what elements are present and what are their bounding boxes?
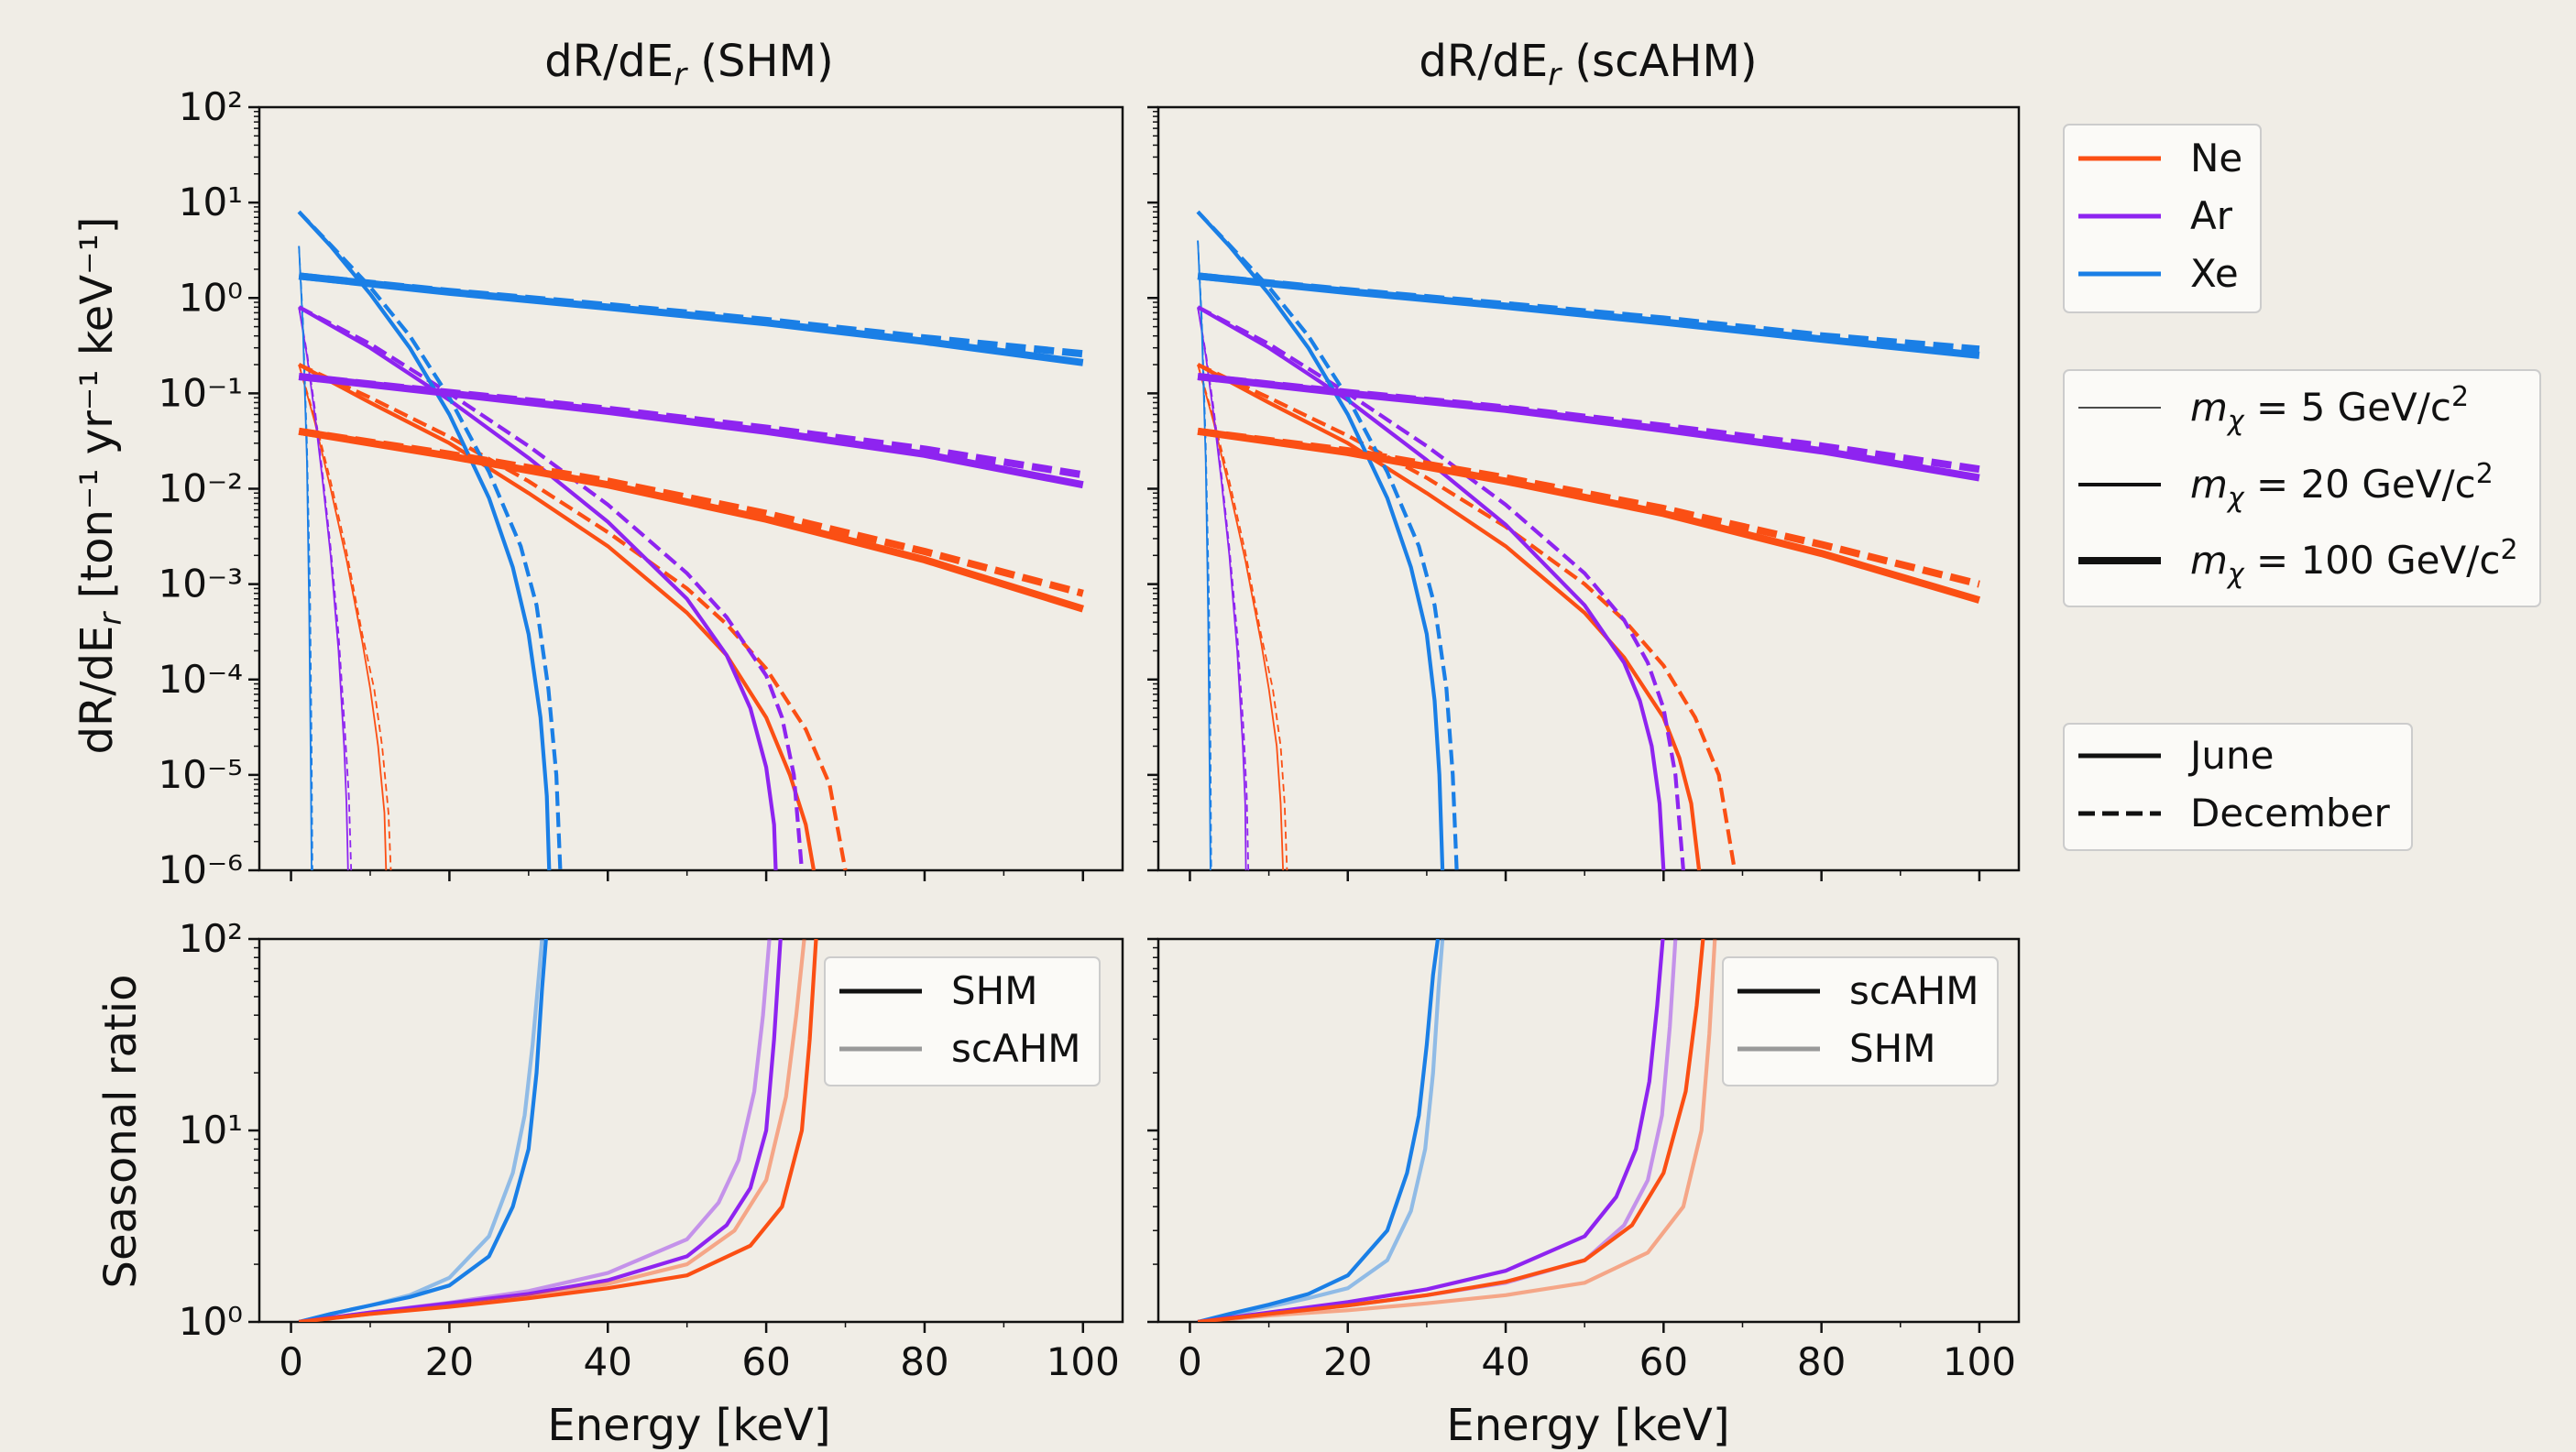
legend-masses-frame [2063, 369, 2541, 607]
x-tick-label-0: 0 [1178, 1339, 1202, 1384]
legend-mass20-label: mχ = 20 GeV/c2 [2190, 458, 2494, 514]
legend-months: June December [2063, 723, 2413, 851]
legend-xe-label: Xe [2190, 251, 2239, 296]
x-tick-label-20: 20 [1323, 1339, 1372, 1384]
series-group-ratio-left [298, 939, 818, 1322]
legend-models-ratio-left: SHM scAHM [824, 956, 1101, 1086]
legend-mass100-label: mχ = 100 GeV/c2 [2190, 534, 2518, 590]
x-tick-label-20: 20 [425, 1339, 474, 1384]
series-ne-5gev-december [1197, 364, 1288, 870]
y-tick-label: 10¹ [179, 180, 243, 224]
series-ne-scahm [298, 939, 806, 1322]
y-tick-label: 10⁻³ [159, 562, 243, 606]
series-xe-shm [298, 939, 548, 1322]
series-ne-scahm [1197, 939, 1705, 1322]
series-ne-20gev-december [1197, 363, 1737, 870]
xlabel-bottom-right: Energy [keV] [1446, 1400, 1729, 1451]
series-xe-100gev-december [1197, 272, 1980, 354]
series-xe-shm [1197, 939, 1445, 1322]
legend-targets-frame [2063, 124, 2262, 313]
panel-rate-scahm [1147, 105, 2021, 881]
series-ne-100gev-december [298, 427, 1084, 597]
series-xe-20gev-december [297, 210, 563, 870]
series-ne-5gev-june [1197, 364, 1284, 870]
ylabel-top: dR/dEr [ton⁻¹ yr⁻¹ keV⁻¹] [71, 217, 129, 755]
legend-masses: mχ = 5 GeV/c2 mχ = 20 GeV/c2 mχ = 100 Ge… [2063, 369, 2541, 607]
y-tick-label: 10⁰ [179, 275, 243, 320]
y-tick-label: 10⁻⁴ [159, 657, 243, 702]
x-tick-label-100: 100 [1943, 1339, 2016, 1384]
legend-models-ratio-right: scAHM SHM [1722, 956, 1999, 1086]
panel-ratio-right: 0 20 40 60 80 100 scAHM SHM [1147, 937, 2021, 1384]
series-ne-shm [298, 939, 818, 1322]
series-ar-scahm [1197, 939, 1665, 1322]
series-ar-scahm [298, 939, 772, 1322]
series-ne-100gev-december [1197, 427, 1980, 588]
series-ar-20gev-june [1197, 305, 1666, 870]
y-tick-label: 10¹ [179, 1108, 243, 1152]
legend-mass5-label: mχ = 5 GeV/c2 [2190, 381, 2469, 437]
series-xe-100gev-december [298, 272, 1084, 358]
title-top-left: dR/dEr (SHM) [544, 36, 833, 93]
x-tick-label-40: 40 [1481, 1339, 1529, 1384]
series-ne-20gev-december [298, 363, 848, 870]
panel-rate-shm: 10⁻⁶ 10⁻⁵ 10⁻⁴ 10⁻³ 10⁻² 10⁻¹ 10⁰ 10¹ 10² [159, 84, 1124, 892]
series-xe-20gev-december [1196, 210, 1459, 870]
series-ar-shm [298, 939, 783, 1322]
series-xe-20gev-june [1196, 210, 1445, 870]
y-tick-label: 10⁻⁵ [159, 752, 243, 797]
x-tick-label-0: 0 [279, 1339, 303, 1384]
legend-june-label: June [2187, 733, 2274, 778]
x-tick-label-100: 100 [1047, 1339, 1120, 1384]
x-tick-label-60: 60 [741, 1339, 790, 1384]
panel-ratio-left: 0 20 40 60 80 100 10⁰ 10¹ 10² SHM scAHM [179, 916, 1124, 1384]
x-tick-label-60: 60 [1639, 1339, 1688, 1384]
legend-ar-label: Ar [2190, 193, 2233, 238]
series-ne-20gev-june [1197, 363, 1702, 870]
x-tick-label-40: 40 [584, 1339, 632, 1384]
y-tick-label: 10⁻⁶ [159, 847, 243, 892]
y-tick-label: 10⁻¹ [159, 370, 243, 415]
y-tick-label: 10⁰ [179, 1299, 243, 1344]
series-ar-100gev-december [298, 373, 1084, 479]
series-ar-20gev-december [298, 305, 805, 870]
series-ar-20gev-june [298, 305, 778, 870]
series-ne-shm [1197, 939, 1717, 1322]
legend-model-label-shm: SHM [951, 968, 1037, 1013]
x-tick-label-80: 80 [1797, 1339, 1846, 1384]
series-xe-20gev-june [297, 210, 552, 870]
series-group-rate-scahm [1196, 210, 1981, 870]
xlabel-bottom-left: Energy [keV] [547, 1400, 830, 1451]
series-xe-scahm [1197, 939, 1441, 1322]
series-xe-scahm [298, 939, 544, 1322]
x-tick-label-80: 80 [900, 1339, 948, 1384]
series-ne-5gev-december [298, 364, 392, 870]
y-tick-label: 10⁻² [159, 466, 243, 511]
series-group-ratio-right [1197, 939, 1717, 1322]
series-ar-20gev-december [1197, 305, 1685, 870]
series-ne-5gev-june [298, 364, 388, 870]
legend-model-label-shm: SHM [1849, 1026, 1935, 1071]
title-top-right: dR/dEr (scAHM) [1419, 36, 1757, 93]
series-ar-100gev-december [1197, 373, 1980, 474]
legend-targets: Ne Ar Xe [2063, 124, 2262, 313]
y-tick-label: 10² [179, 84, 243, 129]
ylabel-bottom: Seasonal ratio [95, 975, 147, 1289]
legend-model-label-scahm: scAHM [1849, 968, 1979, 1013]
series-xe-5gev-december [1197, 240, 1212, 870]
y-tick-label: 10² [179, 916, 243, 961]
series-group-rate-shm [297, 210, 1084, 870]
legend-december-label: December [2190, 791, 2391, 835]
legend-model-label-scahm: scAHM [951, 1026, 1081, 1071]
legend-ne-label: Ne [2190, 136, 2242, 180]
